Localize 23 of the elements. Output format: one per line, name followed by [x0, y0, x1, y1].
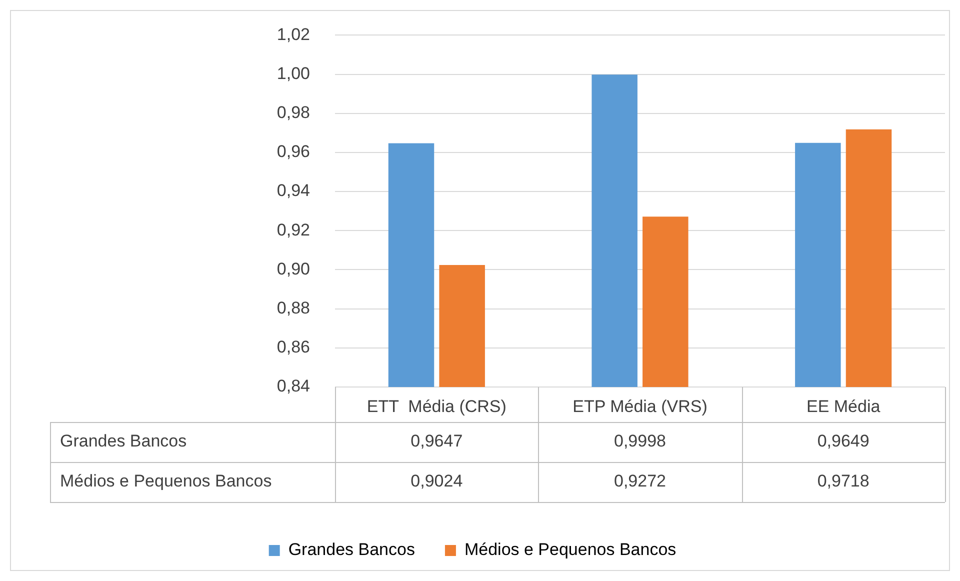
text: Médios e Pequenos Bancos — [60, 472, 272, 491]
x-tick-label: ETP Média (VRS) — [572, 396, 708, 416]
y-tick-label: 0,92 — [276, 220, 310, 240]
data-label: 0,9649 — [817, 432, 870, 451]
x-tick-label: EE Média — [806, 396, 881, 416]
y-tick-label: 0,94 — [276, 181, 310, 200]
data-label: 0,9647 — [410, 432, 463, 451]
data-label: 0,9024 — [410, 472, 463, 491]
y-tick-label: 0,96 — [276, 142, 310, 162]
legend-label: Grandes Bancos — [288, 540, 415, 560]
y-tick-label: 0,90 — [276, 259, 310, 278]
y-tick-label: 0,84 — [276, 376, 310, 396]
y-tick-label: 1,00 — [276, 64, 310, 83]
data-label: 0,9718 — [817, 472, 870, 491]
text: Grandes Bancos — [60, 432, 187, 451]
legend-label: Médios e Pequenos Bancos — [464, 540, 676, 560]
x-tick-label: ETT Média (CRS) — [366, 396, 506, 416]
y-tick-label: 0,98 — [276, 103, 310, 122]
data-label: 0,9998 — [614, 432, 666, 451]
data-label: 0,9272 — [614, 472, 666, 491]
y-tick-label: 0,88 — [276, 298, 310, 318]
y-tick-label: 1,02 — [276, 24, 310, 44]
y-tick-label: 0,86 — [276, 338, 310, 357]
